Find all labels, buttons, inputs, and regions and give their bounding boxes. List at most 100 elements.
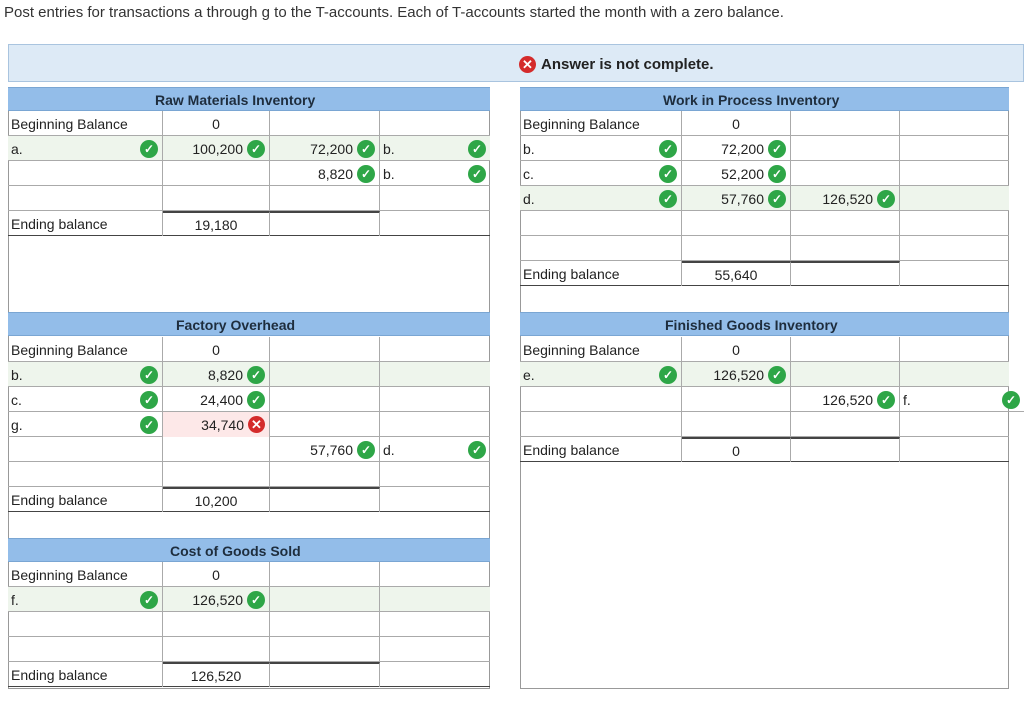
fg-debit-amount-empty[interactable] (682, 387, 791, 412)
fo-debit-amount-empty[interactable] (163, 462, 270, 487)
wip-debit-amount-d[interactable]: 57,760 ✓ (682, 186, 791, 211)
fo-debit-amount-empty[interactable] (163, 437, 270, 462)
wip-credit-amount-1[interactable]: 126,520 ✓ (791, 186, 900, 211)
fg-debit-label-empty[interactable] (520, 412, 682, 437)
rm-ending-value[interactable]: 19,180 (163, 211, 270, 236)
fo-debit-label-g[interactable]: g. ✓ (8, 412, 163, 437)
fo-debit-amount-b[interactable]: 8,820 ✓ (163, 362, 270, 387)
wip-credit-amount-empty[interactable] (791, 111, 900, 136)
rm-debit-amount-empty[interactable] (163, 161, 270, 186)
cogs-debit-amount-empty[interactable] (163, 637, 270, 662)
wip-debit-amount-empty[interactable] (682, 236, 791, 261)
wip-debit-label-d[interactable]: d. ✓ (520, 186, 682, 211)
wip-debit-label-b[interactable]: b. ✓ (520, 136, 682, 161)
fo-credit-amount-empty[interactable] (270, 337, 380, 362)
rm-beginning-value[interactable]: 0 (163, 111, 270, 136)
rm-debit-amount-a[interactable]: 100,200 ✓ (163, 136, 270, 161)
cogs-debit-label-empty[interactable] (8, 637, 163, 662)
wip-credit-amount-empty[interactable] (791, 236, 900, 261)
wip-credit-label-empty[interactable] (900, 111, 1009, 136)
fo-credit-label-d[interactable]: d. ✓ (380, 437, 490, 462)
wip-credit-amount-empty[interactable] (791, 136, 900, 161)
wip-debit-amount-empty[interactable] (682, 211, 791, 236)
fo-beginning-value[interactable]: 0 (163, 337, 270, 362)
wip-debit-label-c[interactable]: c. ✓ (520, 161, 682, 186)
rm-credit-label-2[interactable]: b. ✓ (380, 161, 490, 186)
fo-debit-label-empty[interactable] (8, 462, 163, 487)
rm-ending-credit-empty[interactable] (270, 211, 380, 236)
fg-ending-credit-empty[interactable] (791, 437, 900, 462)
cogs-debit-label-f[interactable]: f. ✓ (8, 587, 163, 612)
fg-credit-label-empty[interactable] (900, 362, 1009, 387)
wip-ending-credit-empty[interactable] (791, 261, 900, 286)
fo-ending-credit-empty[interactable] (270, 487, 380, 512)
wip-credit-label-empty[interactable] (900, 236, 1009, 261)
fg-credit-amount-f[interactable]: 126,520 ✓ (791, 387, 900, 412)
cogs-ending-value[interactable]: 126,520 (163, 662, 270, 687)
table-row: Ending balance 19,180 (8, 211, 490, 236)
cogs-credit-amount-empty[interactable] (270, 562, 380, 587)
fo-credit-amount-empty[interactable] (270, 387, 380, 412)
wip-beginning-value[interactable]: 0 (682, 111, 791, 136)
wip-credit-label-empty[interactable] (900, 136, 1009, 161)
fo-debit-amount-g[interactable]: 34,740 ✕ (163, 412, 270, 437)
fo-debit-amount-c[interactable]: 24,400 ✓ (163, 387, 270, 412)
cogs-debit-amount-f[interactable]: 126,520 ✓ (163, 587, 270, 612)
fg-debit-amount-e[interactable]: 126,520 ✓ (682, 362, 791, 387)
rm-credit-label-text: b. (383, 140, 395, 157)
wip-debit-amount-c[interactable]: 52,200 ✓ (682, 161, 791, 186)
wip-debit-label-empty[interactable] (520, 236, 682, 261)
fg-beginning-value[interactable]: 0 (682, 337, 791, 362)
cogs-beginning-value[interactable]: 0 (163, 562, 270, 587)
fg-debit-label-e[interactable]: e. ✓ (520, 362, 682, 387)
cogs-ending-credit-empty[interactable] (270, 662, 380, 687)
fo-credit-label-empty[interactable] (380, 387, 490, 412)
rm-credit-amount-1[interactable]: 72,200 ✓ (270, 136, 380, 161)
cogs-credit-amount-empty[interactable] (270, 587, 380, 612)
fg-debit-amount-empty[interactable] (682, 412, 791, 437)
cogs-debit-label-empty[interactable] (8, 612, 163, 637)
fo-debit-label-b[interactable]: b. ✓ (8, 362, 163, 387)
wip-credit-amount-empty[interactable] (791, 211, 900, 236)
fg-debit-label-empty[interactable] (520, 387, 682, 412)
rm-credit-label-empty[interactable] (380, 186, 490, 211)
fg-credit-label-f[interactable]: f. ✓ (900, 387, 1024, 412)
rm-credit-label-empty[interactable] (380, 111, 490, 136)
fo-credit-amount-empty[interactable] (270, 462, 380, 487)
rm-credit-amount-empty[interactable] (270, 111, 380, 136)
wip-credit-label-empty[interactable] (900, 211, 1009, 236)
fo-credit-label-empty[interactable] (380, 412, 490, 437)
wip-ending-value[interactable]: 55,640 (682, 261, 791, 286)
fo-credit-label-empty[interactable] (380, 337, 490, 362)
cogs-debit-amount-empty[interactable] (163, 612, 270, 637)
rm-credit-amount-2[interactable]: 8,820 ✓ (270, 161, 380, 186)
wip-debit-amount-b[interactable]: 72,200 ✓ (682, 136, 791, 161)
fo-credit-amount-empty[interactable] (270, 362, 380, 387)
rm-debit-amount-empty[interactable] (163, 186, 270, 211)
fo-credit-amount-empty[interactable] (270, 412, 380, 437)
rm-debit-label-empty[interactable] (8, 186, 163, 211)
fg-credit-amount-empty[interactable] (791, 337, 900, 362)
fg-credit-label-empty[interactable] (900, 337, 1009, 362)
wip-debit-label-empty[interactable] (520, 211, 682, 236)
rm-credit-amount-empty[interactable] (270, 186, 380, 211)
cogs-credit-amount-empty[interactable] (270, 612, 380, 637)
fg-ending-value[interactable]: 0 (682, 437, 791, 462)
fo-debit-label-c[interactable]: c. ✓ (8, 387, 163, 412)
fo-credit-amount-d[interactable]: 57,760 ✓ (270, 437, 380, 462)
table-row (8, 186, 490, 211)
fo-ending-value[interactable]: 10,200 (163, 487, 270, 512)
wip-credit-label-empty[interactable] (900, 161, 1009, 186)
wip-credit-label-empty[interactable] (900, 186, 1009, 211)
fo-credit-label-empty[interactable] (380, 362, 490, 387)
cogs-credit-amount-empty[interactable] (270, 637, 380, 662)
rm-credit-label-1[interactable]: b. ✓ (380, 136, 490, 161)
rm-debit-label-empty[interactable] (8, 161, 163, 186)
fg-credit-amount-empty[interactable] (791, 362, 900, 387)
fg-credit-amount-empty[interactable] (791, 412, 900, 437)
wip-credit-amount-empty[interactable] (791, 161, 900, 186)
fo-debit-label-empty[interactable] (8, 437, 163, 462)
fo-credit-label-empty[interactable] (380, 462, 490, 487)
fg-credit-label-empty[interactable] (900, 412, 1009, 437)
rm-debit-label-a[interactable]: a. ✓ (8, 136, 163, 161)
